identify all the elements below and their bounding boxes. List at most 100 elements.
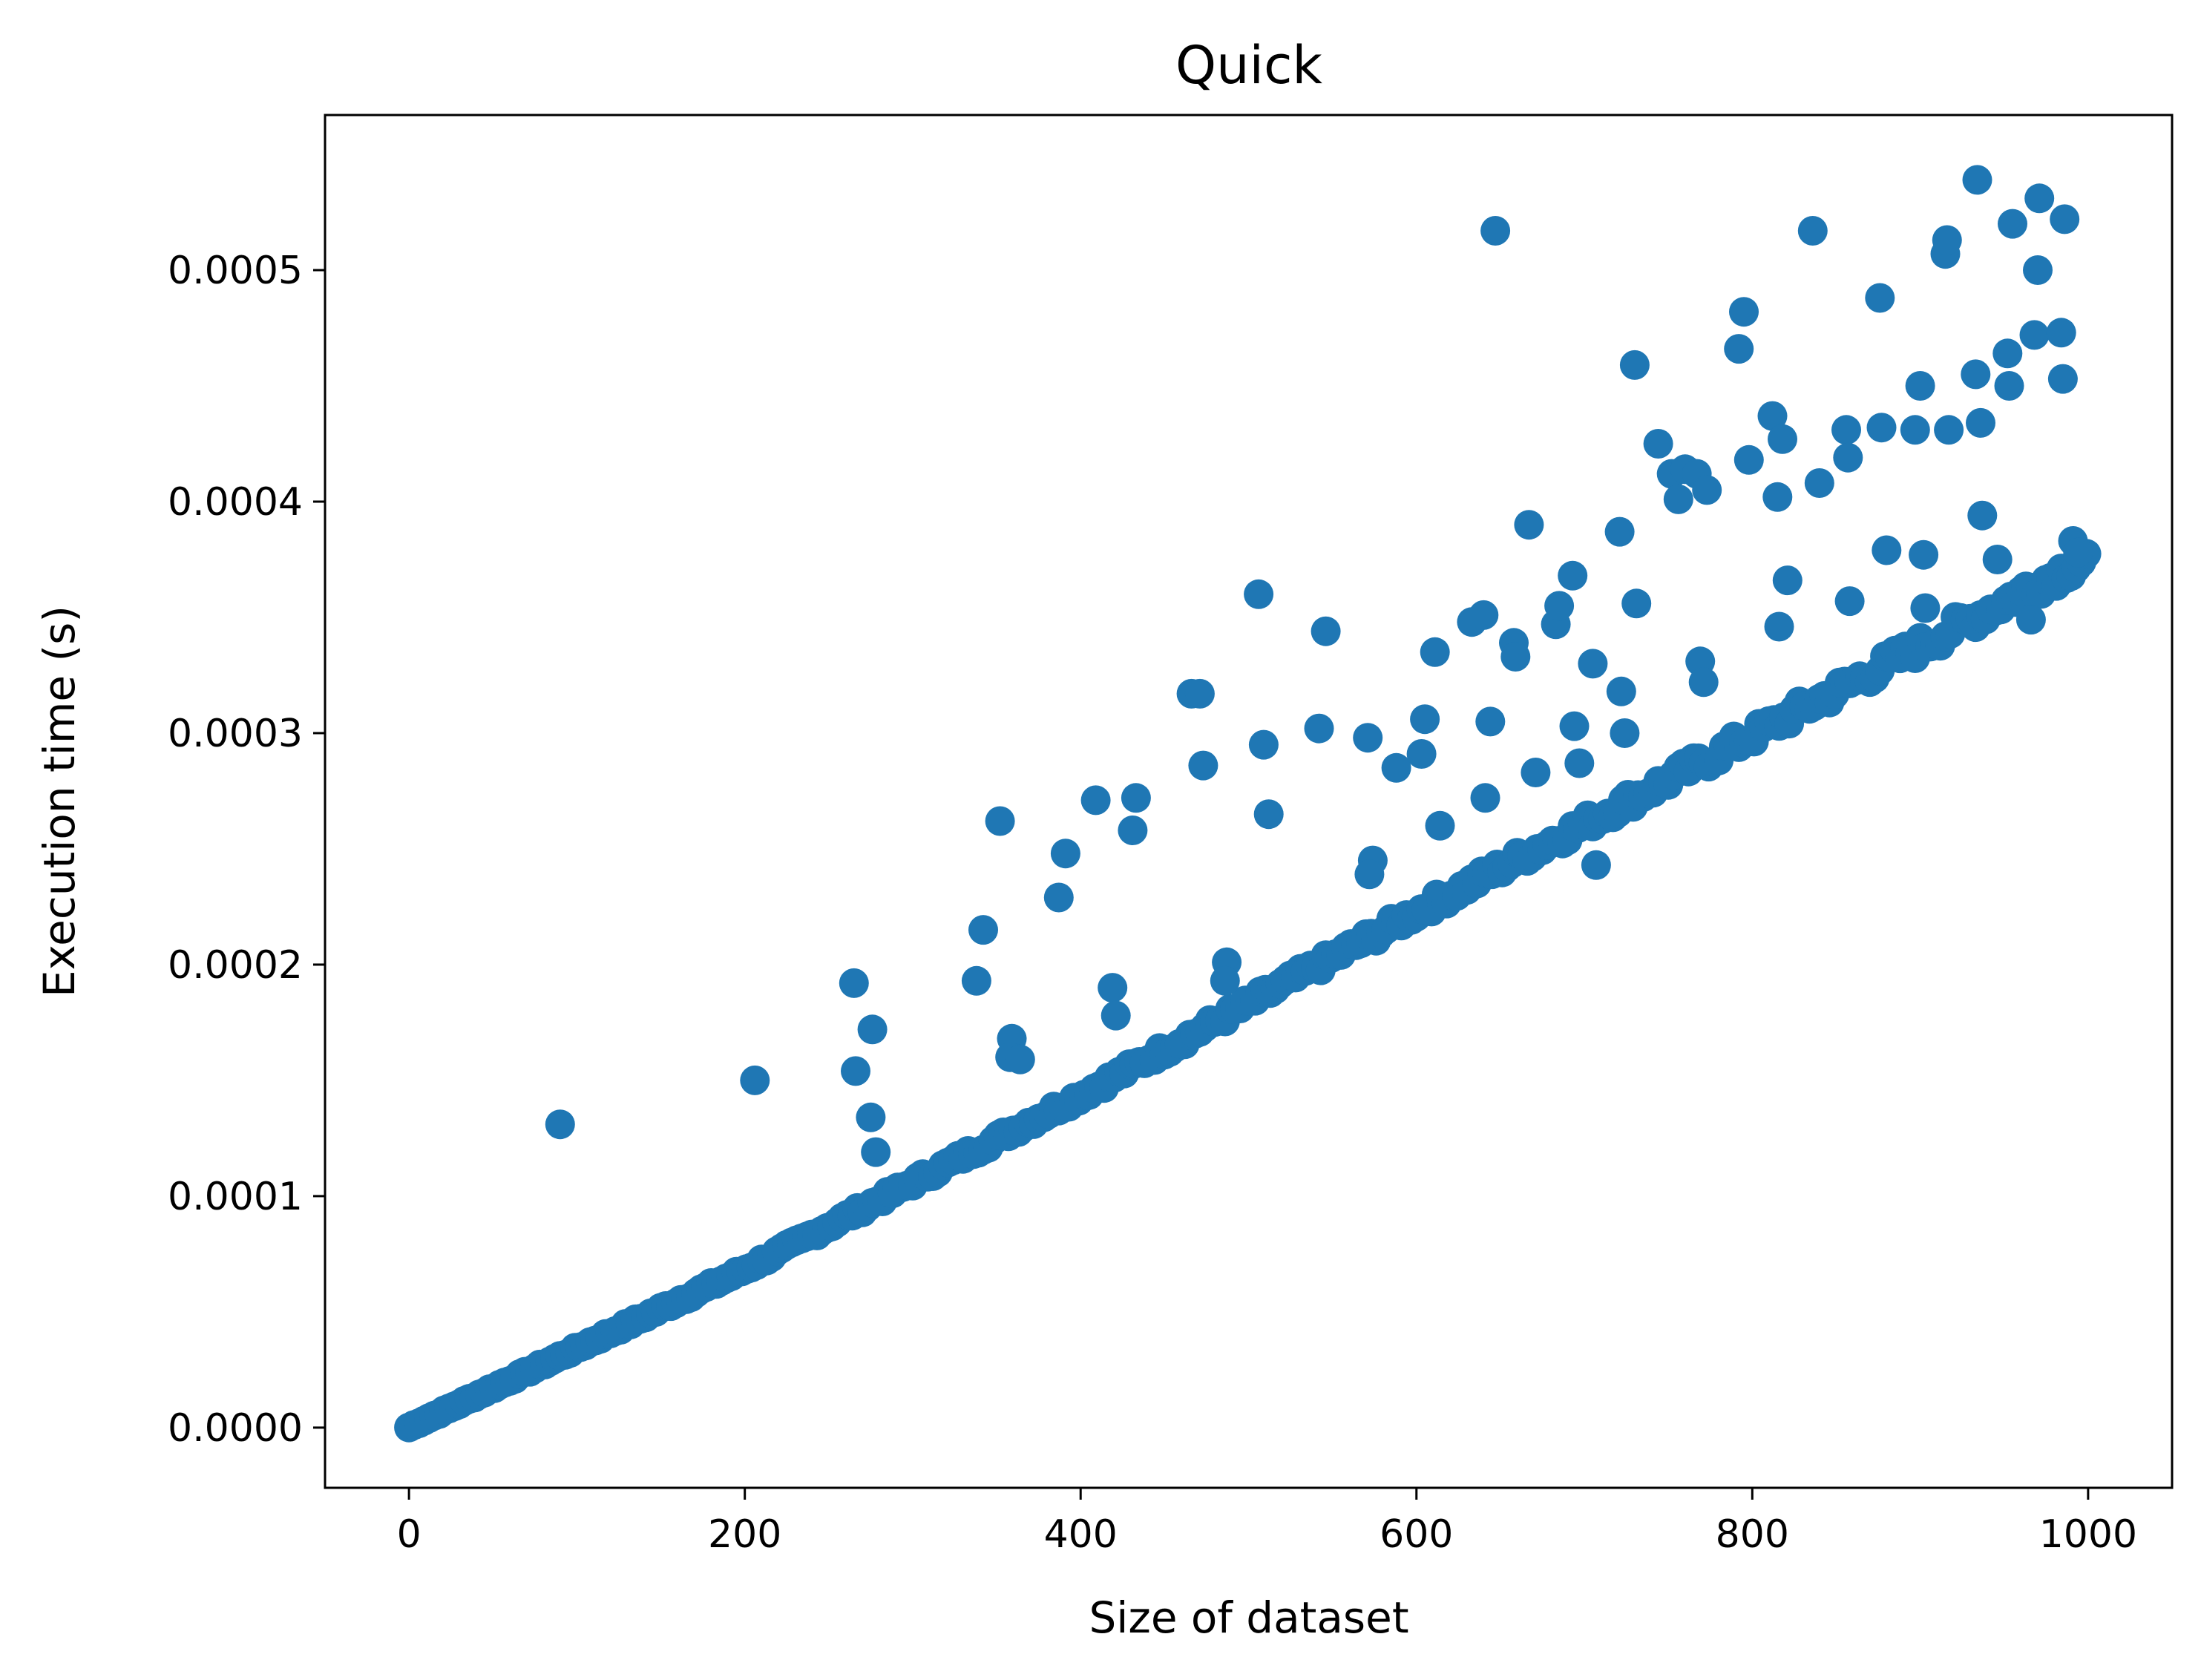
- y-tick-label: 0.0001: [168, 1175, 303, 1219]
- data-point: [1768, 424, 1797, 454]
- data-point: [2024, 183, 2055, 214]
- data-point: [1500, 642, 1531, 672]
- data-point: [1118, 816, 1148, 845]
- data-point: [1080, 785, 1111, 816]
- data-point: [1043, 882, 1074, 913]
- data-point: [1804, 468, 1834, 498]
- x-tick-label: 600: [1380, 1512, 1453, 1557]
- data-point: [545, 1109, 575, 1140]
- data-point: [1909, 539, 1939, 570]
- data-point: [1475, 706, 1506, 737]
- data-point: [1581, 850, 1611, 880]
- data-point: [1188, 750, 1218, 781]
- data-point: [1663, 484, 1693, 514]
- data-point: [861, 1137, 891, 1167]
- data-point: [1098, 973, 1128, 1003]
- data-point: [1210, 965, 1240, 996]
- data-point: [1998, 209, 2027, 239]
- data-point: [1470, 783, 1500, 813]
- data-point: [1866, 413, 1897, 443]
- data-point: [1353, 723, 1383, 753]
- data-point: [1621, 588, 1652, 619]
- y-axis-label: Execution time (s): [34, 606, 85, 997]
- data-point: [1967, 500, 1998, 531]
- data-point: [1420, 637, 1450, 667]
- x-tick-label: 200: [708, 1512, 781, 1557]
- data-point: [2063, 537, 2093, 568]
- data-point: [1910, 593, 1941, 623]
- data-point: [1606, 676, 1636, 706]
- data-point: [1521, 758, 1551, 787]
- data-point: [1410, 704, 1440, 735]
- data-point: [1184, 678, 1215, 709]
- data-point: [1248, 729, 1279, 760]
- data-point: [1244, 579, 1274, 609]
- data-point: [1757, 401, 1788, 431]
- data-point: [961, 965, 991, 996]
- data-point: [1604, 516, 1635, 547]
- data-point: [1469, 600, 1499, 630]
- x-tick-label: 400: [1044, 1512, 1118, 1557]
- data-point: [1762, 482, 1793, 512]
- data-point: [1962, 165, 1992, 195]
- data-point: [1100, 1000, 1131, 1031]
- data-point: [2046, 318, 2076, 348]
- data-point: [857, 1014, 888, 1045]
- y-tick-label: 0.0000: [168, 1406, 303, 1451]
- data-point: [2050, 204, 2080, 234]
- points-layer: [394, 165, 2102, 1443]
- data-point: [1005, 1044, 1035, 1074]
- x-tick-label: 800: [1716, 1512, 1789, 1557]
- data-point: [1425, 810, 1455, 841]
- data-point: [2047, 364, 2078, 394]
- data-point: [1354, 859, 1385, 890]
- data-point: [1797, 216, 1828, 246]
- data-point: [740, 1065, 770, 1095]
- data-point: [1050, 839, 1080, 869]
- data-point: [1643, 429, 1673, 459]
- data-point: [1831, 415, 1861, 445]
- data-point: [1724, 334, 1754, 364]
- x-axis-label: Size of dataset: [1089, 1592, 1408, 1643]
- data-point: [1932, 225, 1962, 255]
- data-point: [1406, 739, 1437, 769]
- data-point: [1872, 535, 1902, 565]
- chart-title: Quick: [1175, 35, 1322, 96]
- y-tick-label: 0.0003: [168, 712, 303, 756]
- y-tick-label: 0.0004: [168, 480, 303, 525]
- data-point: [1381, 752, 1411, 783]
- data-point: [1121, 783, 1151, 813]
- data-point: [2015, 605, 2046, 635]
- data-point: [1304, 713, 1334, 744]
- data-point: [1514, 510, 1544, 540]
- data-point: [1311, 616, 1341, 646]
- x-axis-ticks: 0 200 400 600 800 1000: [397, 1488, 2137, 1557]
- y-tick-label: 0.0005: [168, 249, 303, 293]
- data-point: [1729, 297, 1759, 327]
- data-point: [841, 1056, 870, 1086]
- data-point: [1833, 442, 1863, 473]
- data-point: [968, 915, 998, 945]
- data-point: [2019, 320, 2050, 350]
- data-point: [1480, 216, 1511, 246]
- data-point: [1619, 350, 1650, 380]
- data-point: [1610, 718, 1640, 748]
- data-point: [1865, 283, 1895, 313]
- data-point: [1544, 591, 1575, 621]
- data-point: [1982, 545, 2013, 574]
- x-tick-label: 0: [397, 1512, 421, 1557]
- data-point: [1558, 560, 1588, 591]
- data-point: [2023, 255, 2053, 285]
- data-point: [1564, 748, 1595, 778]
- data-point: [1559, 711, 1590, 741]
- y-tick-label: 0.0002: [168, 943, 303, 988]
- data-point: [1905, 371, 1935, 401]
- data-point: [1772, 565, 1803, 596]
- plot-frame: [324, 114, 2174, 1489]
- x-tick-label: 1000: [2039, 1512, 2137, 1557]
- data-point: [1992, 338, 2023, 369]
- data-point: [1253, 799, 1284, 830]
